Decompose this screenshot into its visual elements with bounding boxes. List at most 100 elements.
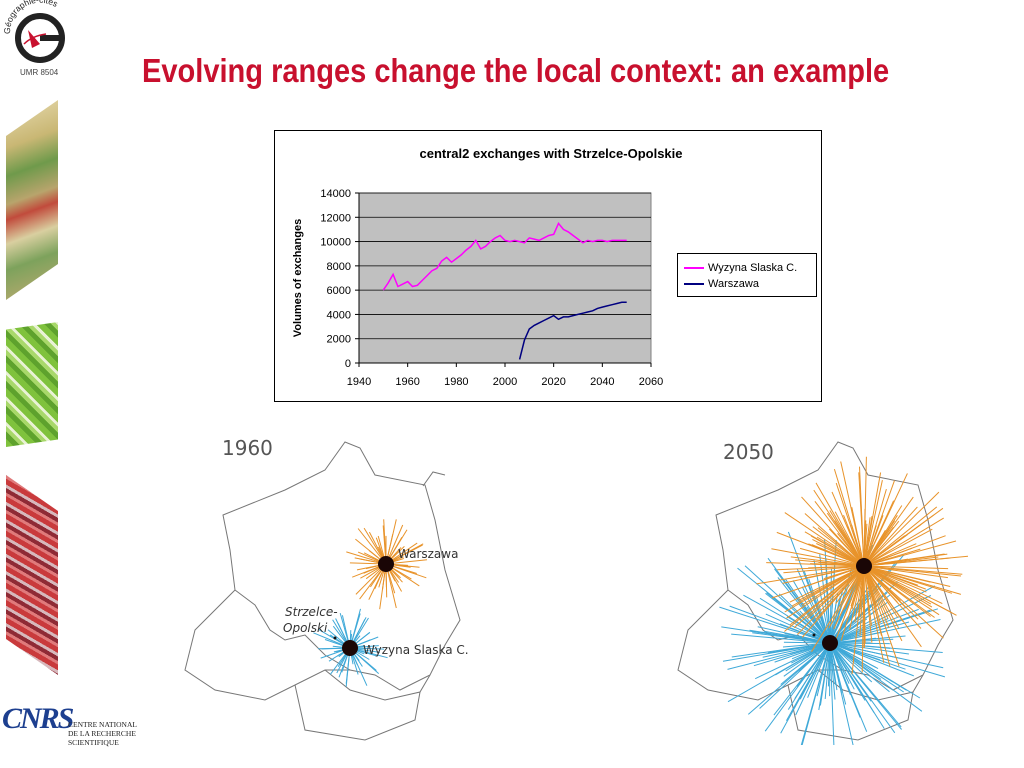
flow-ray [786, 565, 865, 619]
chart-svg: 0 2000 4000 6000 8000 10000 12000 14000 1940 1960… [292, 146, 683, 388]
strzelce-point [333, 636, 337, 640]
y-tick-label-8000: 8000 [327, 261, 351, 273]
flow-ray [790, 556, 865, 567]
flow-ray [859, 565, 865, 636]
flow-ray [828, 565, 865, 629]
legend-item-warszawa: Warszawa [684, 277, 759, 291]
geographie-cites-logo: Géographie-cités UMR 8504 [2, 0, 74, 82]
flow-ray [762, 642, 831, 658]
series-line-0 [382, 221, 627, 291]
flow-ray [804, 513, 865, 567]
flow-ray [829, 642, 914, 677]
flow-ray [851, 565, 865, 675]
flow-ray [829, 595, 841, 644]
flow-ray [801, 642, 831, 745]
flow-ray [829, 619, 941, 644]
legend-swatch-wyzyna [684, 267, 704, 269]
flow-ray [829, 585, 936, 644]
x-tick-label-2020: 2020 [541, 376, 565, 388]
y-tick-label-14000: 14000 [320, 188, 351, 200]
flow-ray [801, 565, 865, 638]
wyzyna-node-2050 [822, 635, 838, 651]
x-tick-label-1940: 1940 [347, 376, 371, 388]
flow-ray [829, 642, 894, 683]
wyzyna-flow-rays-2050 [719, 531, 946, 745]
chart-legend: Wyzyna Slaska C. Warszawa [677, 253, 817, 297]
flow-ray [808, 565, 865, 569]
flow-ray [863, 565, 899, 618]
flow-ray [764, 642, 831, 732]
chart-title: central2 exchanges with Strzelce-Opolski… [420, 146, 683, 161]
umr-label: UMR 8504 [20, 68, 59, 77]
flow-ray [787, 642, 831, 710]
flow-ray [829, 584, 874, 644]
map-2050 [677, 441, 968, 745]
flow-ray [783, 642, 831, 677]
flow-ray [863, 565, 891, 667]
flow-ray [863, 565, 931, 617]
flow-ray [816, 642, 831, 697]
flow-ray [818, 547, 865, 567]
flow-ray [829, 608, 939, 644]
flow-ray [860, 501, 865, 567]
map-1960-borders [184, 441, 461, 741]
flow-ray [797, 565, 865, 635]
y-tick-label-2000: 2000 [327, 334, 351, 346]
wyzyna-node [342, 640, 358, 656]
flow-ray [829, 510, 865, 567]
flow-ray [863, 534, 908, 567]
flow-ray [863, 535, 946, 567]
flow-ray [824, 642, 831, 700]
flow-ray [863, 565, 926, 590]
flow-ray [752, 632, 831, 644]
y-tick-label-4000: 4000 [327, 309, 351, 321]
flow-ray [829, 642, 902, 728]
flow-ray [785, 642, 831, 672]
flow-ray [814, 500, 865, 567]
flow-ray [829, 642, 923, 712]
flow-ray [863, 565, 940, 616]
map-label-strzelce: Strzelce- [285, 605, 338, 619]
plot-area [358, 192, 652, 364]
flow-ray [753, 642, 831, 667]
map-label-opolski: Opolski [283, 621, 328, 635]
flow-ray [834, 511, 865, 567]
flow-ray [799, 642, 831, 700]
y-axis-label: Volumes of exchanges [292, 219, 304, 337]
y-tick-label-6000: 6000 [327, 285, 351, 297]
green-fields-image [6, 322, 58, 447]
series-line-1 [518, 301, 627, 360]
x-tick-label-1960: 1960 [395, 376, 419, 388]
flow-ray [829, 642, 890, 693]
flow-ray [851, 507, 865, 567]
legend-item-wyzyna: Wyzyna Slaska C. [684, 261, 797, 275]
map-label-warszawa: Warszawa [398, 547, 458, 561]
x-tick-label-2040: 2040 [590, 376, 614, 388]
flow-ray [829, 642, 835, 745]
flow-ray [816, 543, 865, 567]
flow-ray [863, 506, 938, 567]
cnrs-caption: CENTRE NATIONAL DE LA RECHERCHE SCIENTIF… [68, 720, 137, 747]
flow-ray [854, 565, 865, 623]
flow-ray [777, 577, 831, 644]
x-tick-label-2060: 2060 [639, 376, 663, 388]
flow-ray [719, 606, 831, 644]
flow-ray [829, 642, 943, 653]
flow-ray [863, 473, 908, 567]
flow-ray [799, 547, 865, 567]
slide-title: Evolving ranges change the local context… [142, 52, 890, 89]
flow-ray [863, 565, 949, 570]
flow-ray [784, 512, 865, 567]
flow-ray [863, 548, 921, 567]
flow-ray [839, 565, 865, 629]
flow-ray [829, 642, 946, 678]
flow-ray [829, 642, 909, 655]
y-tick-label-12000: 12000 [320, 212, 351, 224]
flow-ray [863, 496, 914, 567]
flow-ray [863, 557, 951, 567]
flow-ray [863, 565, 885, 663]
map-year-1960: 1960 [222, 436, 273, 460]
flow-ray [831, 491, 865, 567]
flow-ray [863, 528, 933, 567]
map-year-2050: 2050 [723, 440, 774, 464]
